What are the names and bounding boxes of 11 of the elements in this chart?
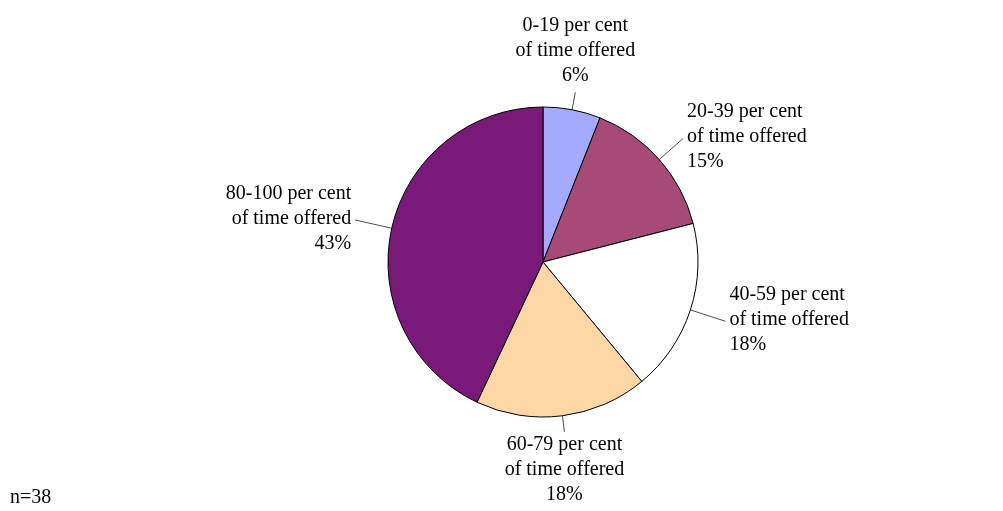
data-label: 6%: [562, 63, 589, 86]
slice-label: 40-59 per cent of time offered: [729, 281, 849, 329]
data-label: 18%: [546, 481, 583, 504]
slice-label: 20-39 per cent of time offered: [687, 99, 807, 146]
data-label: 43%: [314, 230, 352, 253]
data-label: 18%: [729, 331, 767, 354]
data-label: 15%: [687, 149, 724, 171]
slice-label: 0-19 per cent of time offered: [515, 13, 636, 61]
slice-label: 80-100 per cent of time offered: [225, 180, 352, 228]
slice-label: 60-79 per cent of time offered: [504, 431, 625, 479]
text: n=38: [10, 485, 52, 507]
